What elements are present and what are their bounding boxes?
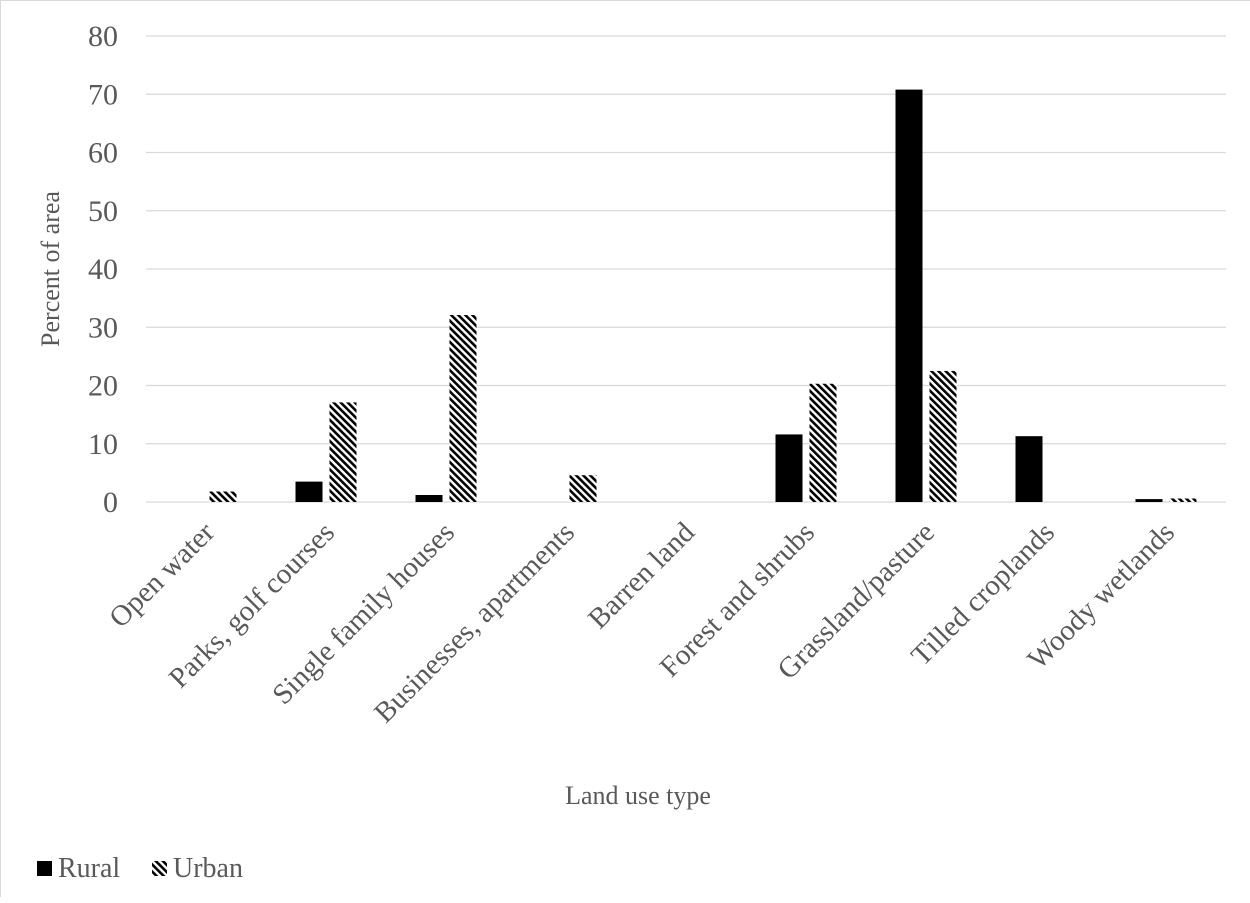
bar-rural-1 — [295, 481, 323, 502]
bar-rural-2 — [415, 495, 443, 502]
y-tick-label: 30 — [88, 311, 118, 344]
bar-urban-5 — [809, 383, 837, 502]
x-axis-label: Land use type — [565, 781, 711, 810]
y-tick-label: 50 — [88, 195, 118, 228]
bar-urban-2 — [449, 315, 477, 502]
y-axis-ticks: 0 10 20 30 40 50 60 70 80 — [88, 20, 118, 519]
bar-urban-0 — [209, 491, 237, 502]
bar-rural-5 — [775, 434, 803, 502]
bar-rural-7 — [1015, 436, 1043, 502]
bar-urban-8 — [1169, 498, 1197, 502]
bar-rural-8 — [1135, 499, 1163, 502]
y-axis-label: Percent of area — [36, 191, 65, 347]
y-tick-label: 60 — [88, 137, 118, 170]
legend-label-rural: Rural — [58, 853, 120, 884]
x-tick-label: Open water — [103, 516, 221, 634]
y-tick-label: 0 — [103, 486, 118, 519]
legend-swatch-rural — [37, 861, 52, 876]
legend-label-urban: Urban — [173, 853, 243, 884]
gridlines — [146, 35, 1226, 503]
legend-swatch-urban — [152, 861, 167, 876]
bar-urban-1 — [329, 402, 357, 502]
bars — [209, 89, 1197, 502]
y-tick-label: 40 — [88, 253, 118, 286]
legend: Rural Urban — [37, 853, 243, 884]
y-tick-label: 70 — [88, 78, 118, 111]
x-tick-label: Barren land — [582, 516, 701, 635]
y-tick-label: 10 — [88, 428, 118, 461]
y-tick-label: 20 — [88, 370, 118, 403]
bar-urban-6 — [929, 370, 957, 502]
bar-rural-6 — [895, 89, 923, 502]
y-tick-label: 80 — [88, 20, 118, 53]
x-tick-label: Businesses, apartments — [368, 516, 581, 729]
bar-urban-3 — [569, 475, 597, 502]
